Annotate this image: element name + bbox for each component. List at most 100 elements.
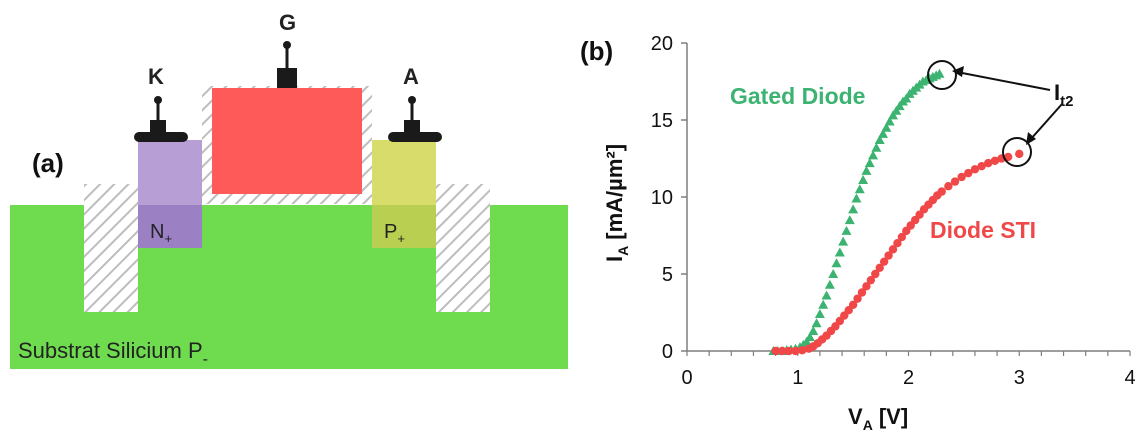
x-tick-label: 0 (681, 367, 692, 389)
y-tick-label: 5 (662, 264, 673, 286)
panel-a-label: (a) (32, 148, 64, 178)
gated-diode-point (818, 299, 829, 309)
diode-sti-point (862, 282, 871, 291)
diode-sti-point (897, 232, 907, 242)
it2-label: It2 (1054, 80, 1073, 110)
gated-diode-point (871, 142, 882, 152)
gated-diode-point (828, 269, 839, 278)
diode-sti-point (888, 245, 898, 254)
diode-sti-point (879, 257, 889, 266)
diode-sti-point (848, 300, 858, 309)
sti-trench-right (436, 184, 490, 312)
gated-diode-point (814, 309, 825, 319)
gated-diode-point (844, 215, 855, 225)
diode-sti-point (944, 182, 953, 191)
gated-diode-point (831, 258, 842, 268)
gate-contact (277, 41, 297, 88)
diode-sti-point (1003, 152, 1013, 162)
n-plus-label: N+ (150, 221, 172, 246)
panel-b-label: (b) (580, 36, 613, 66)
diode-sti-point (984, 158, 993, 168)
diode-sti-point (884, 251, 893, 260)
device-cross-section: (a) K G A N+ P+ Substrat Silicium P- (10, 10, 568, 369)
gated-diode-point (821, 290, 832, 300)
gated-diode-point (864, 158, 875, 168)
kathode-contact (134, 96, 188, 142)
diode-sti-point (784, 346, 794, 356)
diode-sti-point (791, 346, 800, 356)
gated-diode-point (801, 336, 812, 346)
gated-diode-point (868, 150, 879, 160)
x-tick-label: 1 (792, 367, 803, 389)
diode-sti-point (950, 177, 960, 186)
iv-chart: (b) 0 5 10 15 20 0 1 2 3 4 VA [V] IA[mA/µm²] Gated… (580, 33, 1136, 433)
anode-label: A (403, 64, 419, 89)
it2-marker-gated (927, 60, 957, 90)
p-plus-lower (372, 205, 436, 248)
gated-diode-point (848, 204, 859, 214)
gated-diode-point (878, 128, 889, 138)
x-tick-label: 2 (903, 367, 914, 389)
diode-sti-point (857, 288, 867, 297)
diode-sti-point (853, 294, 862, 303)
diode-sti-point (871, 269, 880, 279)
gated-diode-point (841, 225, 852, 235)
y-tick-label: 0 (662, 341, 673, 363)
gated-diode-point (858, 175, 869, 185)
gated-diode-point (804, 332, 815, 342)
y-axis-title: IA[mA/µm²] (602, 144, 631, 262)
diode-sti-point (866, 275, 876, 285)
gated-diode-point (808, 325, 819, 335)
diode-sti-point (937, 187, 946, 196)
diode-sti-point (957, 172, 966, 182)
x-tick-label: 4 (1124, 367, 1135, 389)
substrate-label: Substrat Silicium P- (18, 338, 208, 368)
diode-sti-point (875, 263, 884, 273)
gated-diode-point (851, 193, 862, 203)
gated-diode-point (854, 184, 865, 194)
diode-sti-point (797, 346, 807, 355)
diode-sti-point (778, 346, 787, 356)
gated-diode-point (881, 122, 892, 132)
anode-contact (388, 96, 442, 142)
it2-arrow-gated (956, 71, 1051, 91)
gated-diode-label: Gated Diode (730, 83, 865, 109)
data-points (768, 68, 1024, 356)
gated-diode-point (891, 105, 902, 115)
diode-sti-point (964, 168, 973, 178)
gated-diode-point (894, 101, 905, 111)
y-tick-label: 20 (651, 33, 673, 55)
diode-sti-point (771, 346, 780, 356)
diode-sti-point (1015, 149, 1024, 159)
axis-ticks: 0 5 10 15 20 0 1 2 3 4 (651, 33, 1136, 389)
x-tick-label: 3 (1014, 367, 1025, 389)
gate-electrode (212, 88, 362, 194)
y-tick-label: 10 (651, 187, 673, 209)
gated-diode-point (811, 318, 822, 328)
gated-diode-point (934, 68, 945, 78)
gated-diode-point (887, 110, 898, 120)
diode-sti-label: Diode STI (930, 217, 1036, 243)
diode-sti-point (990, 156, 1000, 166)
gated-diode-point (838, 236, 849, 246)
diode-sti-point (970, 165, 980, 174)
gated-diode-point (874, 135, 885, 145)
kathode-label: K (148, 64, 164, 89)
gate-label: G (279, 10, 296, 35)
x-axis-title: VA [V] (848, 404, 908, 433)
diode-sti-point (893, 239, 902, 248)
p-plus-label: P+ (384, 221, 405, 246)
it2-arrowhead-gated (952, 66, 964, 77)
it2-arrowhead-sti (1026, 132, 1036, 145)
sti-trench-left (84, 184, 138, 312)
it2-arrow-sti (1029, 103, 1063, 141)
y-tick-label: 15 (651, 110, 673, 132)
diode-sti-point (977, 162, 986, 171)
gated-diode-point (861, 165, 872, 175)
gated-diode-point (901, 93, 912, 103)
gated-diode-point (824, 279, 835, 289)
it2-marker-sti (1002, 137, 1032, 167)
gated-diode-point (834, 247, 845, 257)
n-plus-lower (138, 205, 202, 248)
